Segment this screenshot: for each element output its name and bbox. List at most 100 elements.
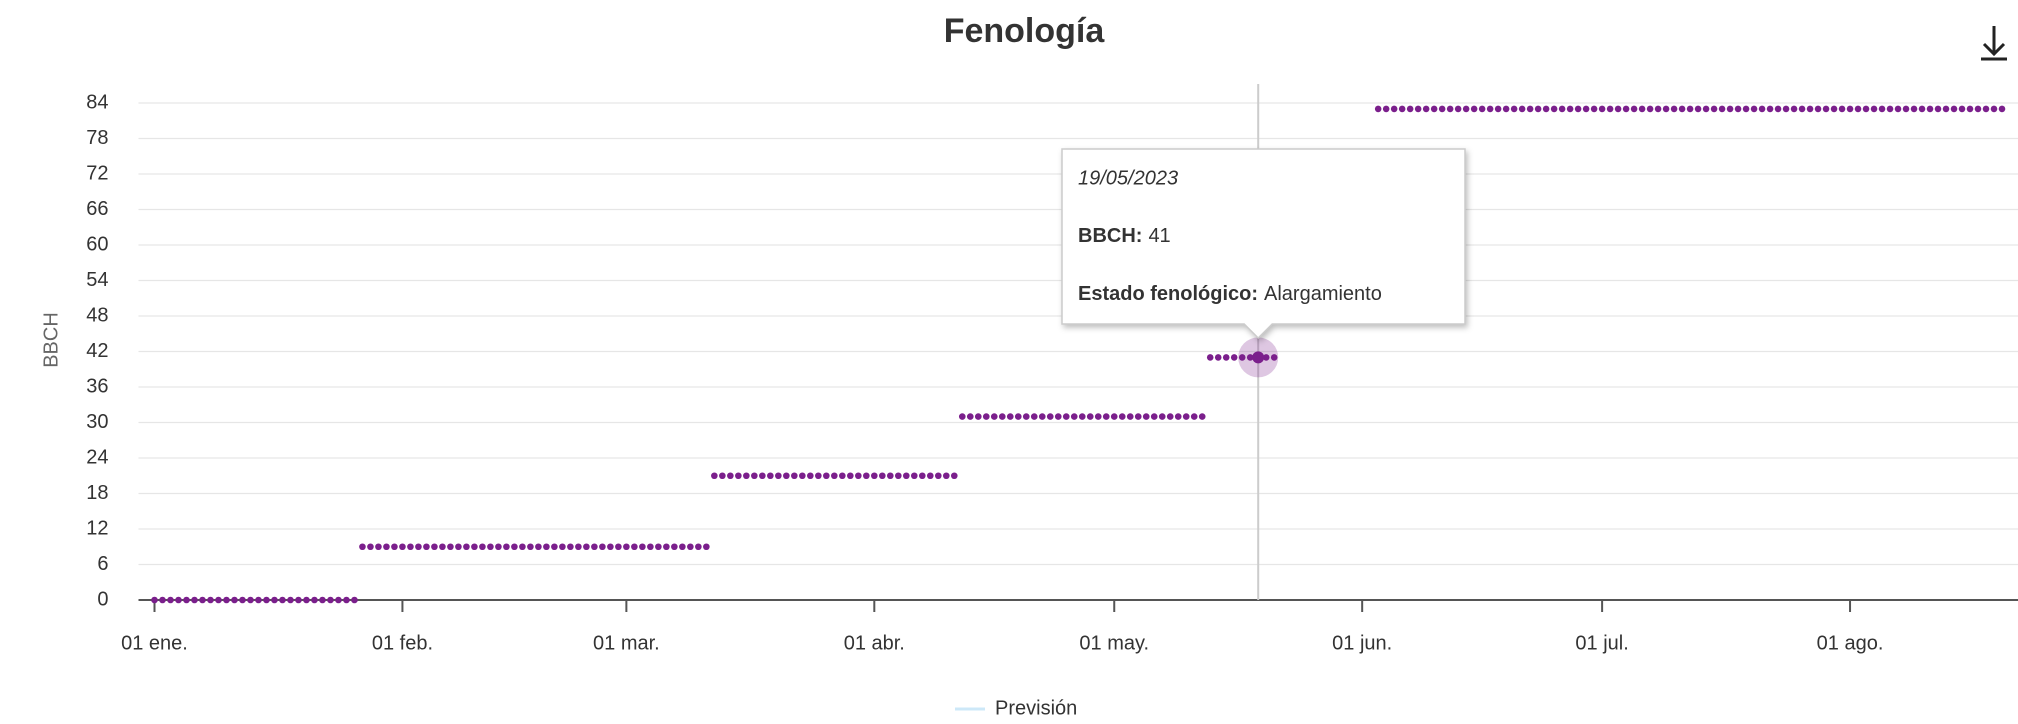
data-point <box>263 596 270 604</box>
data-point <box>287 596 294 604</box>
data-point <box>1478 105 1486 113</box>
y-tick-label: 24 <box>86 446 108 468</box>
data-point <box>1494 105 1502 113</box>
data-point <box>535 543 542 551</box>
data-point <box>1406 105 1414 113</box>
data-point <box>990 413 998 420</box>
tooltip: 19/05/2023 BBCH: 41 Estado fenológico: Alarg… <box>1061 148 1466 340</box>
data-point <box>1014 413 1022 420</box>
data-point <box>1094 413 1102 420</box>
data-point <box>783 472 790 480</box>
data-point <box>1638 105 1646 113</box>
data-point <box>1718 105 1726 113</box>
data-point <box>1910 105 1918 113</box>
data-point <box>183 596 190 604</box>
data-point <box>831 472 838 480</box>
data-point <box>1774 105 1782 113</box>
data-point <box>479 543 486 551</box>
data-point <box>399 543 406 551</box>
data-point <box>511 543 518 551</box>
data-point <box>1230 354 1238 361</box>
data-point <box>207 596 214 604</box>
data-point <box>383 543 390 551</box>
data-point <box>1142 413 1150 420</box>
data-point <box>1374 105 1382 113</box>
data-point <box>711 472 718 480</box>
data-point <box>1430 105 1438 113</box>
data-point <box>335 596 342 604</box>
y-tick-label: 72 <box>86 162 108 184</box>
data-point <box>175 596 182 604</box>
data-point <box>319 596 326 604</box>
data-point <box>1054 413 1062 420</box>
data-point <box>887 472 894 480</box>
data-point <box>1878 105 1886 113</box>
data-point <box>1438 105 1446 113</box>
x-tick-label: 01 abr. <box>844 632 905 654</box>
data-point <box>1246 354 1254 361</box>
data-point <box>1854 105 1862 113</box>
data-point <box>1550 105 1558 113</box>
y-tick-label: 12 <box>86 517 108 539</box>
data-point <box>367 543 374 551</box>
data-point <box>1422 105 1430 113</box>
data-point <box>591 543 598 551</box>
data-point <box>431 543 438 551</box>
data-point <box>615 543 622 551</box>
data-point <box>894 472 902 480</box>
data-point <box>775 472 782 480</box>
data-point <box>1206 354 1214 361</box>
data-point <box>751 472 758 480</box>
data-point <box>1238 354 1246 361</box>
data-point <box>982 413 990 420</box>
data-point <box>423 543 430 551</box>
data-point <box>1398 105 1406 113</box>
data-point <box>1734 105 1742 113</box>
x-tick-label: 01 jun. <box>1332 632 1392 654</box>
data-point <box>687 543 694 551</box>
data-point <box>647 543 654 551</box>
data-point <box>839 472 846 480</box>
data-point <box>1694 105 1702 113</box>
data-point <box>1030 413 1038 420</box>
data-point <box>1742 105 1750 113</box>
data-point <box>1190 413 1198 420</box>
data-point <box>1126 413 1134 420</box>
data-point <box>279 596 286 604</box>
x-tick-label: 01 jul. <box>1575 632 1628 654</box>
data-point <box>271 596 278 604</box>
y-tick-label: 42 <box>86 340 108 362</box>
data-point <box>807 472 814 480</box>
data-point <box>1118 413 1126 420</box>
download-icon[interactable] <box>1981 26 2007 61</box>
y-tick-label: 78 <box>86 127 108 149</box>
data-point <box>1414 105 1422 113</box>
data-point <box>1934 105 1942 113</box>
data-point <box>1222 354 1230 361</box>
data-point <box>1062 413 1070 420</box>
data-point <box>1654 105 1662 113</box>
data-point <box>1942 105 1950 113</box>
y-tick-label: 60 <box>86 233 108 255</box>
data-point <box>1702 105 1710 113</box>
data-point <box>455 543 462 551</box>
data-point <box>974 413 982 420</box>
y-tick-label: 66 <box>86 198 108 220</box>
data-point <box>359 543 366 551</box>
data-point <box>1926 105 1934 113</box>
tooltip-box <box>1061 148 1466 340</box>
data-point <box>1686 105 1694 113</box>
data-point <box>1134 413 1142 420</box>
data-point <box>1166 413 1174 420</box>
data-point <box>1798 105 1806 113</box>
legend-label[interactable]: Previsión <box>995 697 1077 719</box>
tooltip-state: Estado fenológico: Alargamiento <box>1078 283 1382 305</box>
data-point <box>247 596 254 604</box>
data-point <box>815 472 822 480</box>
data-point <box>918 472 926 480</box>
data-point <box>695 543 702 551</box>
data-point <box>767 472 774 480</box>
data-point <box>1038 413 1046 420</box>
data-point <box>855 472 862 480</box>
data-point <box>1662 105 1670 113</box>
